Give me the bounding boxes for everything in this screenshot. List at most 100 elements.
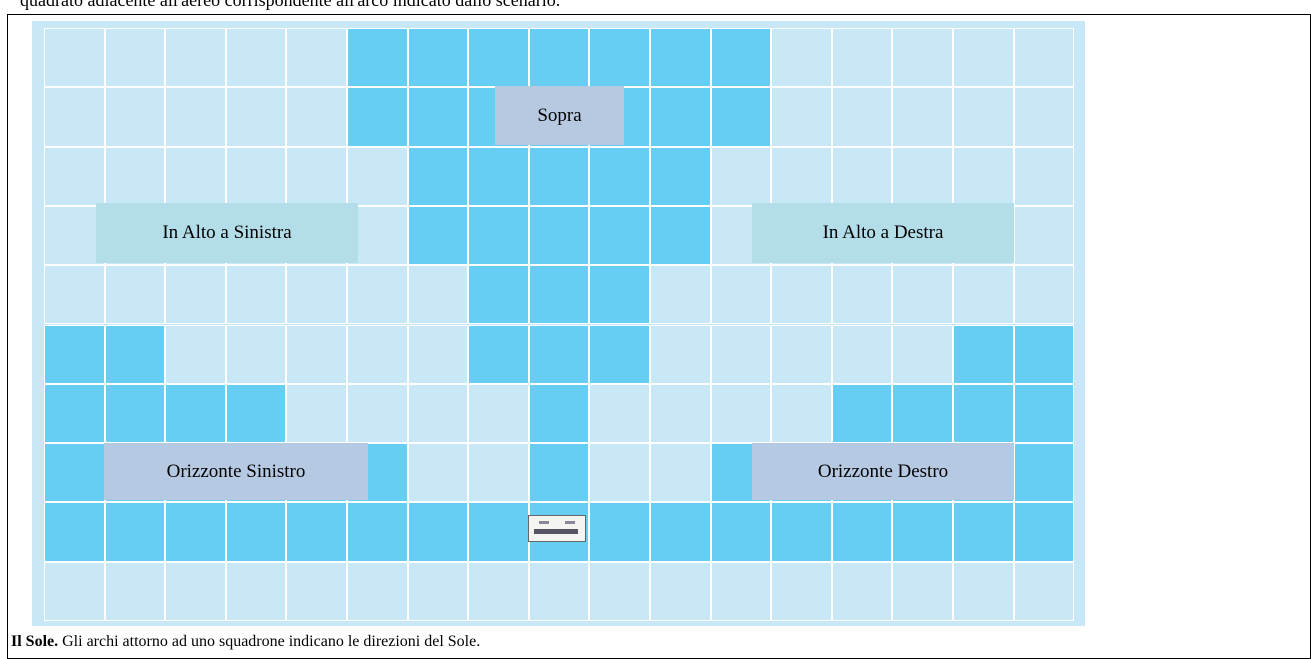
header-text: quadrato adiacente all'aereo corrisponde… [20,0,560,11]
grid-cell [44,325,105,384]
grid-cell [105,147,166,206]
grid-cell [408,87,469,146]
grid-cell [589,443,650,502]
grid-cell [347,502,408,561]
grid-cell [771,562,832,621]
grid-cell [165,87,226,146]
grid-cell [468,147,529,206]
grid-cell [468,502,529,561]
grid-cell [832,325,893,384]
grid-cell [468,384,529,443]
grid-cell [44,384,105,443]
grid-cell [711,562,772,621]
grid-cell [105,87,166,146]
grid-cell [589,147,650,206]
grid-cell [408,206,469,265]
grid-cell [589,384,650,443]
grid-cell [650,502,711,561]
plane-text [539,521,549,524]
grid-cell [408,502,469,561]
grid-cell [347,147,408,206]
grid-cell [589,28,650,87]
grid-cell [468,206,529,265]
grid-cell [589,325,650,384]
grid-cell [650,147,711,206]
caption-title: Il Sole. [11,633,58,650]
grid-cell [286,562,347,621]
grid-cell [1014,28,1075,87]
arc-label: In Alto a Sinistra [96,203,358,263]
grid-cell [105,562,166,621]
grid-cell [771,265,832,324]
grid-cell [529,443,590,502]
grid-cell [650,443,711,502]
grid-cell [347,325,408,384]
grid-cell [286,28,347,87]
grid-cell [105,28,166,87]
grid-cell [226,384,287,443]
grid-cell [953,562,1014,621]
grid-cell [226,502,287,561]
grid-cell [953,325,1014,384]
grid-cell [226,28,287,87]
grid-cell [892,325,953,384]
grid-cell [44,28,105,87]
grid-cell [468,325,529,384]
grid-cell [165,147,226,206]
grid-cell [226,325,287,384]
grid-cell [953,87,1014,146]
grid-cell [468,265,529,324]
grid-cell [165,28,226,87]
grid-cell [529,325,590,384]
grid-cell [44,265,105,324]
grid-cell [953,265,1014,324]
grid-cell [589,502,650,561]
grid-cell [468,28,529,87]
grid-cell [892,384,953,443]
grid-cell [892,147,953,206]
plane-text [565,521,575,524]
grid-cell [529,562,590,621]
grid-cell [347,87,408,146]
grid-cell [165,325,226,384]
grid-cell [953,147,1014,206]
grid-cell [953,28,1014,87]
arc-label: Orizzonte Sinistro [104,443,368,500]
grid-cell [529,384,590,443]
plane-body [534,529,578,534]
grid-cell [771,502,832,561]
grid-cell [347,28,408,87]
grid-cell [226,562,287,621]
grid-cell [650,206,711,265]
grid-cell [286,325,347,384]
caption: Il Sole. Gli archi attorno ad uno squadr… [11,633,480,651]
grid-cell [650,265,711,324]
grid-cell [165,562,226,621]
grid-cell [1014,265,1075,324]
grid-cell [832,502,893,561]
page: {"header": {"text": "quadrato adiacente … [0,0,1311,653]
grid-cell [711,28,772,87]
grid-cell [468,443,529,502]
grid-cell [286,147,347,206]
grid-cell [650,384,711,443]
arc-label: Orizzonte Destro [752,443,1014,500]
grid-cell [711,147,772,206]
plane-icon [528,515,586,542]
grid-cell [832,28,893,87]
grid-cell [226,147,287,206]
grid-cell [44,147,105,206]
grid-cell [347,384,408,443]
grid-cell [44,502,105,561]
grid-cell [408,325,469,384]
grid-cell [468,562,529,621]
grid-cell [711,87,772,146]
grid-cell [44,562,105,621]
grid-cell [347,265,408,324]
grid-cell [953,502,1014,561]
grid-cell [771,28,832,87]
grid-cell [771,325,832,384]
grid-cell [832,87,893,146]
grid-cell [1014,147,1075,206]
grid-cell [408,28,469,87]
